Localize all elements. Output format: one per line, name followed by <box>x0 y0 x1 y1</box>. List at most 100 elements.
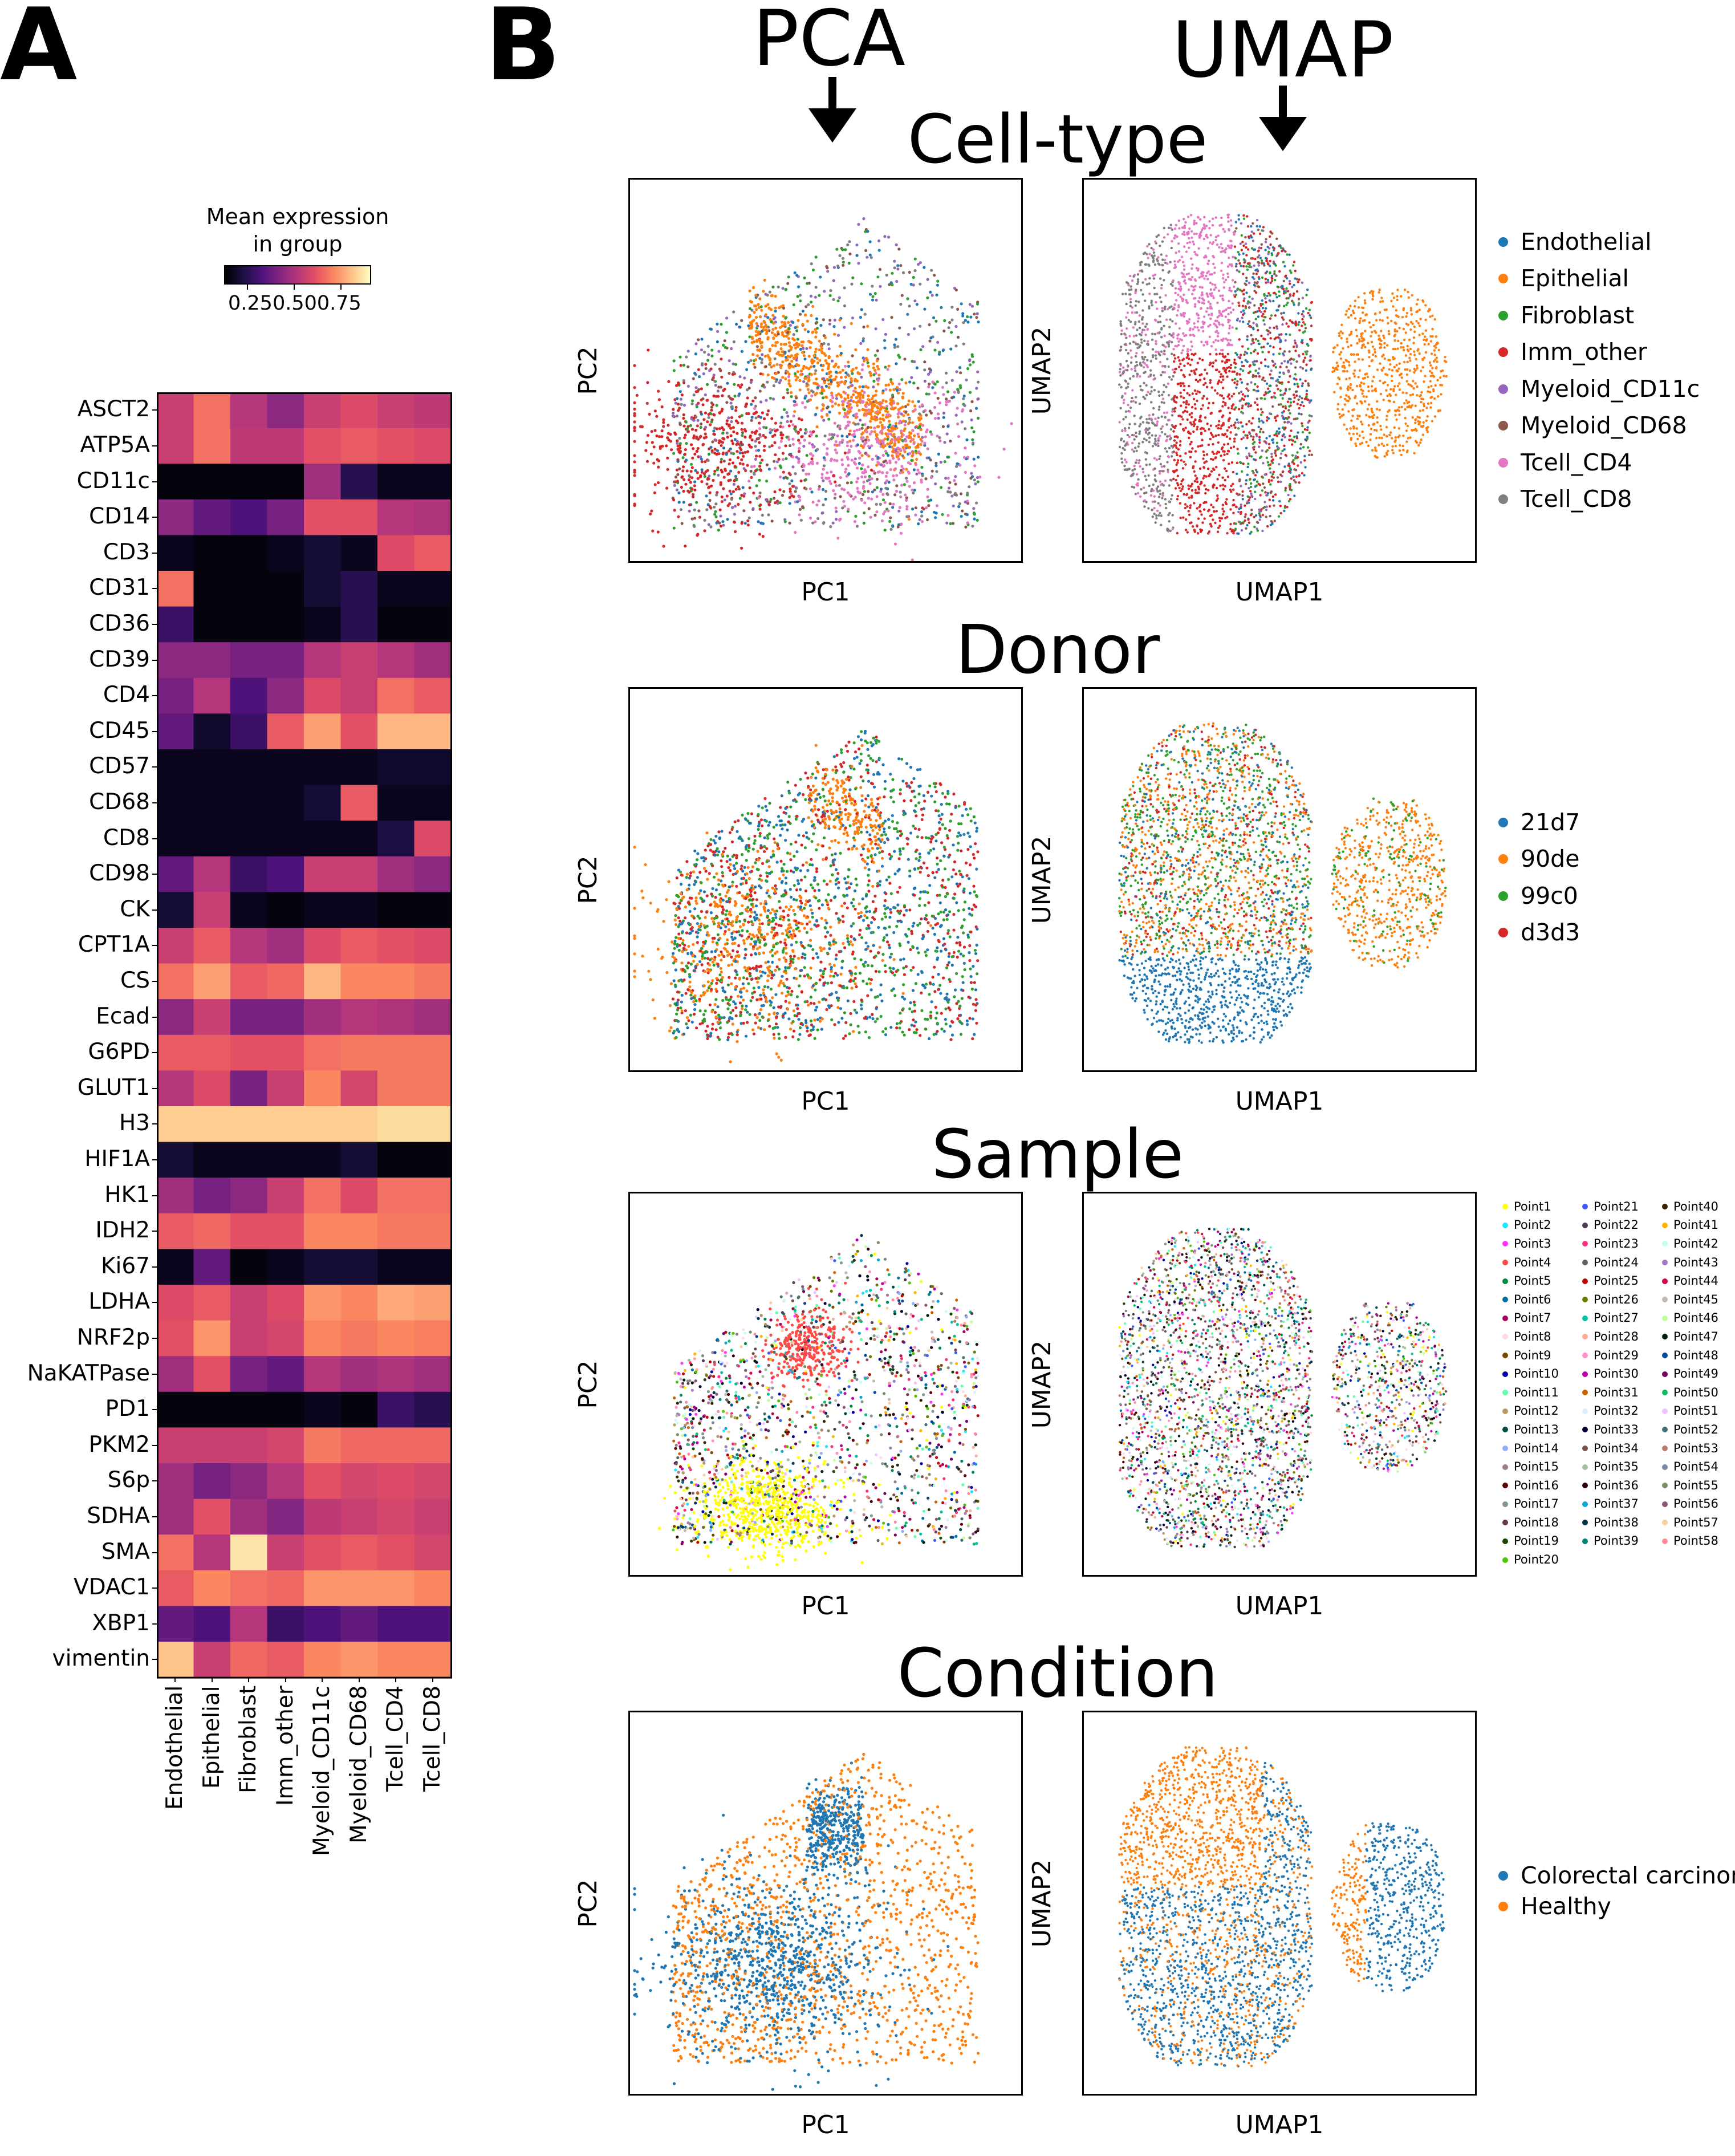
heatmap-col-label: Epithelial <box>199 1686 225 1789</box>
heatmap-cell <box>340 1285 378 1321</box>
heatmap-row-tick <box>152 1195 157 1196</box>
legend-marker <box>1502 1557 1508 1563</box>
heatmap-row-tick <box>152 909 157 911</box>
legend-marker <box>1582 1315 1588 1321</box>
heatmap-cell <box>304 1249 341 1285</box>
heatmap-cell <box>304 785 341 821</box>
heatmap-cell <box>340 1070 378 1107</box>
celltype-legend: Endothelial Epithelial Fibroblast Imm_other… <box>1498 224 1700 518</box>
legend-label: Point15 <box>1514 1461 1559 1473</box>
heatmap-cell <box>414 1463 452 1500</box>
heatmap-cell <box>304 1391 341 1428</box>
heatmap-row-tick <box>152 1123 157 1125</box>
legend-marker <box>1498 384 1508 394</box>
heatmap-cell <box>340 999 378 1036</box>
legend-label: Point17 <box>1514 1498 1559 1510</box>
heatmap-cell <box>230 999 267 1036</box>
legend-label: Point47 <box>1673 1330 1718 1343</box>
heatmap-cell <box>230 1427 267 1464</box>
heatmap-cell <box>377 1285 415 1321</box>
legend-label: Point55 <box>1673 1479 1718 1492</box>
heatmap-cell <box>414 535 452 571</box>
heatmap-cell <box>377 1356 415 1392</box>
heatmap-cell <box>414 642 452 679</box>
heatmap-cell <box>414 1142 452 1178</box>
heatmap-cell <box>377 428 415 464</box>
heatmap-row-tick <box>152 1480 157 1482</box>
heatmap-cell <box>230 1356 267 1392</box>
heatmap-cell <box>157 1427 194 1464</box>
heatmap-cell <box>230 428 267 464</box>
heatmap-row-label: CD3 <box>2 541 150 563</box>
legend-label: Point18 <box>1514 1516 1559 1529</box>
pca-ylabel: PC2 <box>574 1327 603 1442</box>
legend-item: Point6 <box>1502 1290 1559 1309</box>
heatmap-cell <box>340 1356 378 1392</box>
heatmap-cell <box>267 392 304 429</box>
heatmap-row-label: Ecad <box>2 1005 150 1028</box>
heatmap-cell <box>267 1463 304 1500</box>
heatmap-cell <box>340 428 378 464</box>
heatmap-row-tick <box>152 588 157 590</box>
legend-item: Point40 <box>1662 1197 1718 1216</box>
legend-label: Point8 <box>1514 1330 1551 1343</box>
heatmap-row-tick <box>152 766 157 768</box>
heatmap-row-label: IDH2 <box>2 1219 150 1241</box>
legend-label: Point19 <box>1514 1535 1559 1547</box>
pca-scatter-plot <box>628 1711 1023 2096</box>
legend-label: Point33 <box>1594 1423 1639 1436</box>
heatmap-cell <box>267 1427 304 1464</box>
legend-item: Point5 <box>1502 1272 1559 1290</box>
legend-marker <box>1498 928 1508 938</box>
heatmap-col-tick <box>285 1677 286 1682</box>
legend-marker <box>1582 1334 1588 1340</box>
heatmap-cell <box>304 1213 341 1249</box>
heatmap-row-tick <box>152 1552 157 1553</box>
heatmap-cell <box>377 1391 415 1428</box>
heatmap-cell <box>193 999 231 1036</box>
legend-label: Point20 <box>1514 1554 1559 1566</box>
scatter-points <box>1118 722 1447 1044</box>
legend-item: Myeloid_CD68 <box>1498 408 1700 445</box>
pca-scatter-plot <box>628 178 1023 563</box>
heatmap-cell <box>414 1320 452 1357</box>
legend-label: Point45 <box>1673 1293 1718 1306</box>
heatmap-cell <box>267 677 304 714</box>
heatmap-cell <box>377 642 415 679</box>
heatmap-row-tick <box>152 945 157 947</box>
heatmap-cell <box>377 892 415 928</box>
heatmap-row-label: VDAC1 <box>2 1576 150 1598</box>
heatmap-cell <box>377 1178 415 1214</box>
heatmap-cell <box>414 928 452 964</box>
legend-item: Point35 <box>1582 1457 1639 1476</box>
legend-marker <box>1498 891 1508 901</box>
legend-label: Myeloid_CD11c <box>1521 377 1700 401</box>
scatter-points <box>633 729 980 1063</box>
sample-legend-column: Point40 Point41 Point42 Point43 Point44 Point… <box>1662 1197 1718 1550</box>
heatmap-row-label: ATP5A <box>2 434 150 456</box>
sample-legend-column: Point21 Point22 Point23 Point24 Point25 Point… <box>1582 1197 1639 1550</box>
heatmap-cell <box>157 999 194 1036</box>
pca-scatter-plot <box>628 1192 1023 1577</box>
heatmap-cell <box>414 499 452 535</box>
heatmap-row-label: CD98 <box>2 862 150 884</box>
heatmap-cell <box>304 928 341 964</box>
legend-item: Point49 <box>1662 1365 1718 1383</box>
legend-item: Point38 <box>1582 1513 1639 1532</box>
colorbar-tick-marks <box>224 284 371 291</box>
heatmap-row-tick <box>152 980 157 982</box>
heatmap-row-tick <box>152 517 157 518</box>
heatmap-cell <box>304 749 341 786</box>
legend-marker <box>1582 1520 1588 1526</box>
legend-item: Point29 <box>1582 1346 1639 1365</box>
legend-item: Point9 <box>1502 1346 1559 1365</box>
heatmap-col-tick <box>248 1677 250 1682</box>
heatmap-row-label: vimentin <box>2 1647 150 1670</box>
heatmap-cell <box>267 571 304 607</box>
heatmap-cell <box>267 1356 304 1392</box>
donor-legend: 21d7 90de 99c0 d3d3 <box>1498 804 1580 951</box>
heatmap-cell <box>414 1499 452 1535</box>
heatmap-cell <box>157 1213 194 1249</box>
heatmap-cell <box>230 785 267 821</box>
heatmap-cell <box>340 571 378 607</box>
